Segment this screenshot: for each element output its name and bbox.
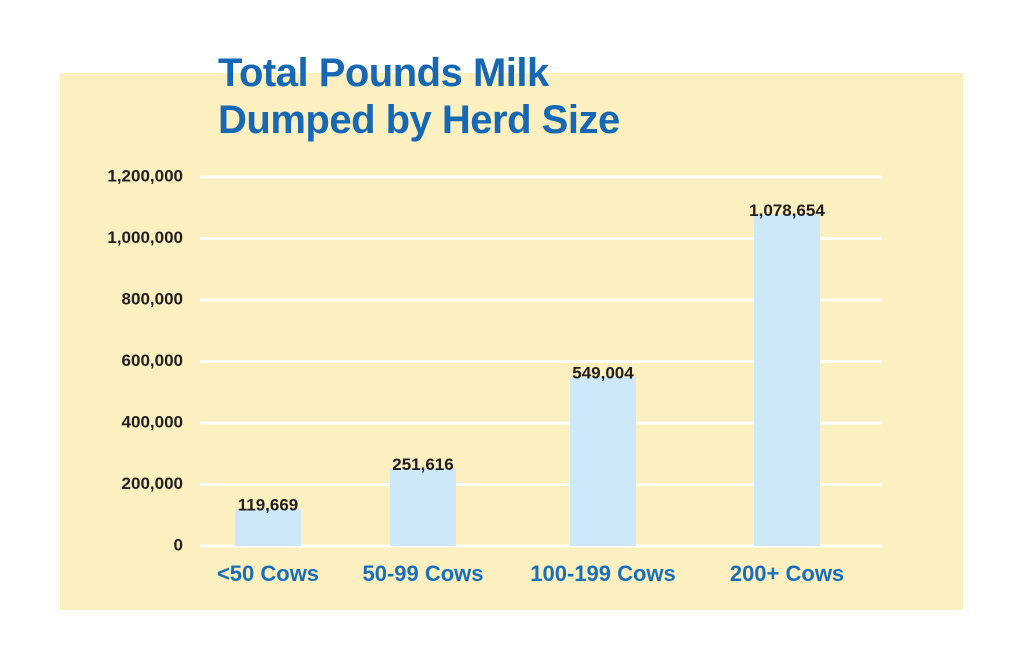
bar [754,214,820,546]
y-tick-label: 600,000 [122,351,183,370]
y-tick-label: 1,000,000 [107,228,183,247]
x-tick-label: 200+ Cows [730,561,844,586]
value-label: 119,669 [238,496,299,515]
y-tick-label: 200,000 [122,474,183,493]
bar [570,377,636,546]
value-label: 1,078,654 [749,201,825,220]
y-tick-label: 0 [174,535,183,554]
x-tick-label: <50 Cows [217,561,319,586]
y-tick-label: 1,200,000 [107,166,183,185]
value-label: 549,004 [572,364,634,383]
y-tick-label: 800,000 [122,289,183,308]
x-tick-label: 100-199 Cows [530,561,676,586]
bar [390,468,456,546]
y-tick-label: 400,000 [122,412,183,431]
bar [235,509,301,546]
chart-title: Total Pounds Milk Dumped by Herd Size [218,51,620,142]
value-label: 251,616 [392,455,453,474]
x-tick-label: 50-99 Cows [362,561,483,586]
chart-panel [60,73,963,610]
